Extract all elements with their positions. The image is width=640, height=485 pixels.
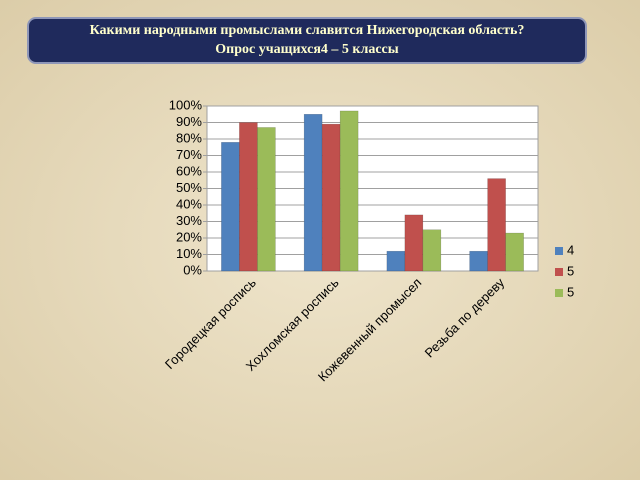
- y-tick-label: 0%: [183, 262, 202, 277]
- bar: [505, 232, 524, 272]
- bar: [339, 110, 359, 272]
- bar: [386, 250, 406, 272]
- y-tick-label: 80%: [176, 130, 202, 145]
- y-tick-label: 30%: [176, 213, 202, 228]
- bar: [239, 122, 258, 272]
- chart-subtitle: Опрос учащихся4 – 5 классы: [215, 42, 398, 57]
- title-box: [27, 17, 587, 64]
- bar: [221, 142, 240, 272]
- bar: [422, 229, 442, 272]
- y-tick-label: 10%: [176, 246, 202, 261]
- chart-title: Какими народными промыслами славится Ниж…: [90, 23, 525, 38]
- legend-label: 5: [567, 284, 574, 299]
- y-tick-label: 100%: [169, 97, 203, 112]
- y-tick-label: 70%: [176, 147, 202, 162]
- bar: [303, 114, 323, 272]
- y-tick-label: 20%: [176, 229, 202, 244]
- y-tick-label: 60%: [176, 163, 202, 178]
- bar: [404, 214, 424, 272]
- legend-label: 5: [567, 263, 574, 278]
- legend-label: 4: [567, 242, 574, 257]
- bar: [321, 123, 341, 272]
- y-tick-label: 40%: [176, 196, 202, 211]
- bar: [487, 178, 506, 272]
- legend-swatch: [555, 247, 563, 255]
- y-tick-label: 90%: [176, 114, 202, 129]
- bar: [469, 250, 488, 272]
- y-tick-label: 50%: [176, 180, 202, 195]
- legend-swatch: [555, 268, 563, 276]
- legend-swatch: [555, 289, 563, 297]
- bar: [257, 127, 276, 272]
